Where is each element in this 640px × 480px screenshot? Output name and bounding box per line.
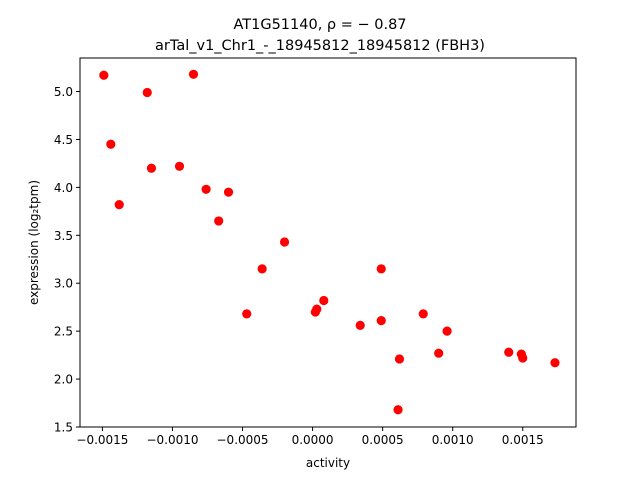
data-point bbox=[504, 347, 514, 357]
y-tick-label: 5.0 bbox=[54, 85, 73, 99]
data-point bbox=[319, 295, 329, 306]
y-axis-label: expression (log₂tpm) bbox=[27, 180, 41, 305]
data-point bbox=[393, 405, 403, 415]
data-point bbox=[99, 70, 109, 80]
x-axis-ticks: −0.0015 −0.0010 −0.0005 0.0000 0.0005 0.0010 0… bbox=[76, 427, 544, 447]
x-tick-label: −0.0005 bbox=[217, 433, 269, 447]
chart-title-line1: AT1G51140, ρ = − 0.87 bbox=[233, 17, 406, 33]
data-point bbox=[376, 264, 386, 274]
data-point bbox=[188, 69, 199, 79]
data-point bbox=[106, 139, 116, 149]
chart-title-line2: arTal_v1_Chr1_-_18945812_18945812 (FBH3) bbox=[155, 38, 485, 54]
data-point bbox=[394, 354, 405, 364]
data-point bbox=[376, 316, 386, 326]
x-axis-label: activity bbox=[306, 456, 350, 470]
data-point bbox=[214, 216, 224, 226]
y-tick-label: 3.0 bbox=[54, 277, 73, 291]
data-point bbox=[442, 326, 452, 336]
y-tick-label: 3.5 bbox=[54, 229, 73, 243]
data-point bbox=[201, 184, 211, 194]
x-tick-label: −0.0015 bbox=[76, 433, 128, 447]
data-point bbox=[550, 358, 560, 368]
y-tick-label: 2.5 bbox=[54, 325, 73, 339]
data-point bbox=[434, 348, 444, 358]
x-tick-label: 0.0005 bbox=[362, 433, 404, 447]
x-tick-label: −0.0010 bbox=[146, 433, 198, 447]
data-point bbox=[142, 87, 152, 98]
x-tick-label: 0.0000 bbox=[292, 433, 334, 447]
data-point bbox=[146, 163, 157, 173]
data-point bbox=[312, 304, 322, 314]
data-point bbox=[242, 309, 252, 319]
y-tick-label: 1.5 bbox=[54, 421, 73, 435]
data-point bbox=[279, 237, 290, 247]
data-point bbox=[174, 161, 185, 171]
x-tick-label: 0.0015 bbox=[502, 433, 544, 447]
y-tick-label: 2.0 bbox=[54, 373, 73, 387]
data-point bbox=[257, 264, 267, 274]
data-point bbox=[355, 320, 365, 331]
plot-area bbox=[99, 69, 560, 415]
x-tick-label: 0.0010 bbox=[432, 433, 474, 447]
y-tick-label: 4.0 bbox=[54, 181, 73, 195]
data-point bbox=[223, 187, 234, 197]
data-point bbox=[114, 200, 124, 210]
y-axis-ticks: 1.5 2.0 2.5 3.0 3.5 4.0 4.5 5.0 bbox=[54, 85, 80, 435]
data-point bbox=[518, 353, 528, 363]
y-tick-label: 4.5 bbox=[54, 133, 73, 147]
data-point bbox=[418, 309, 428, 319]
axes-frame bbox=[79, 57, 577, 428]
